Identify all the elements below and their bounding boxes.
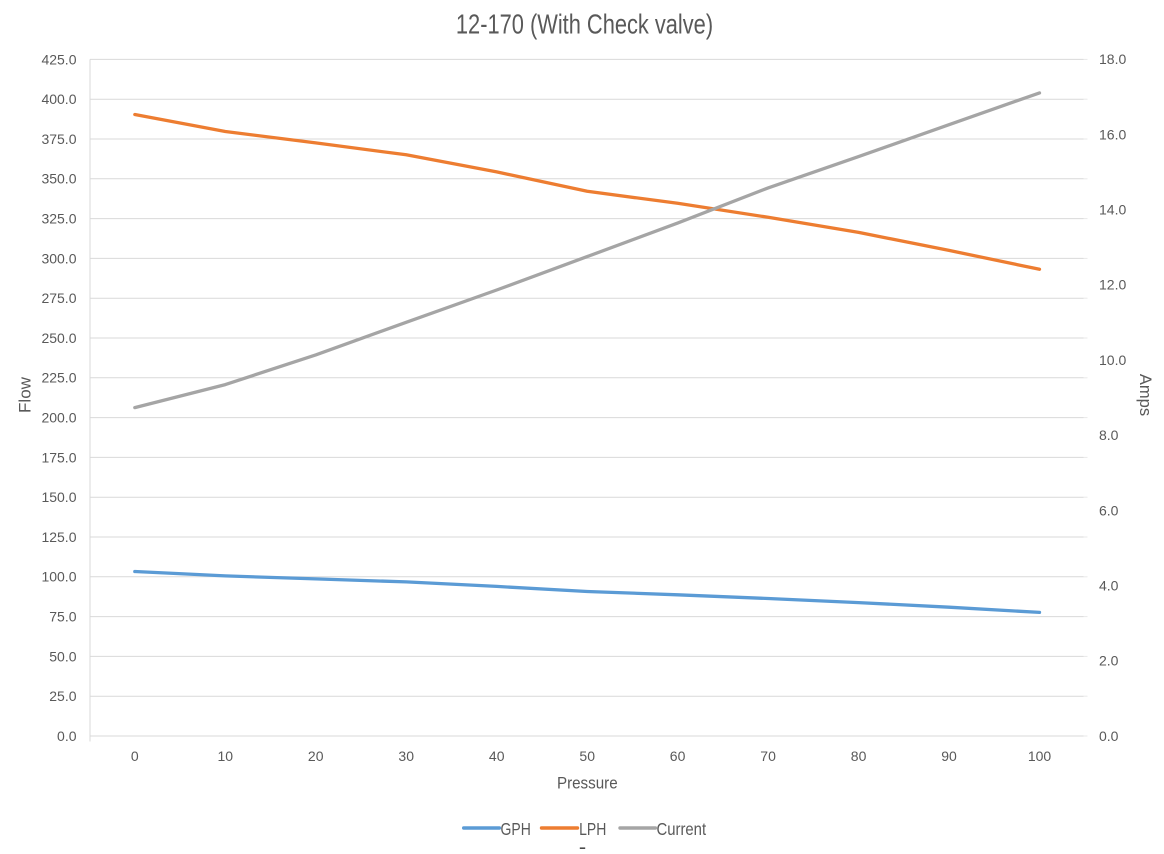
svg-text:10.0: 10.0 — [1099, 352, 1126, 368]
svg-text:0.0: 0.0 — [57, 728, 77, 744]
svg-text:16.0: 16.0 — [1099, 126, 1126, 142]
svg-text:18.0: 18.0 — [1099, 51, 1126, 67]
svg-text:2.0: 2.0 — [1099, 653, 1119, 669]
svg-text:40: 40 — [489, 748, 505, 764]
svg-text:0: 0 — [131, 748, 139, 764]
svg-text:8.0: 8.0 — [1099, 427, 1119, 443]
svg-text:250.0: 250.0 — [41, 330, 76, 346]
svg-text:12.0: 12.0 — [1099, 277, 1126, 293]
svg-text:325.0: 325.0 — [41, 211, 76, 227]
svg-text:6.0: 6.0 — [1099, 502, 1119, 518]
svg-text:100.0: 100.0 — [41, 569, 76, 585]
svg-text:14.0: 14.0 — [1099, 202, 1126, 218]
svg-text:350.0: 350.0 — [41, 171, 76, 187]
svg-text:125.0: 125.0 — [41, 529, 76, 545]
svg-text:50: 50 — [579, 748, 595, 764]
svg-text:30: 30 — [398, 748, 414, 764]
svg-text:0.0: 0.0 — [1099, 728, 1119, 744]
svg-text:70: 70 — [760, 748, 776, 764]
svg-text:200.0: 200.0 — [41, 410, 76, 426]
svg-text:Amps: Amps — [1136, 374, 1154, 416]
svg-text:LPH: LPH — [579, 821, 606, 840]
svg-text:Current: Current — [657, 820, 707, 839]
svg-text:375.0: 375.0 — [41, 131, 76, 147]
svg-text:50.0: 50.0 — [49, 648, 76, 664]
svg-text:4.0: 4.0 — [1099, 578, 1119, 594]
svg-text:425.0: 425.0 — [41, 51, 76, 67]
svg-text:10: 10 — [218, 748, 234, 764]
svg-text:275.0: 275.0 — [41, 290, 76, 306]
svg-text:60: 60 — [670, 748, 686, 764]
svg-text:150.0: 150.0 — [41, 489, 76, 505]
svg-text:400.0: 400.0 — [41, 91, 76, 107]
svg-text:GPH: GPH — [501, 821, 531, 840]
svg-text:25.0: 25.0 — [49, 688, 76, 704]
svg-text:80: 80 — [851, 748, 867, 764]
svg-text:Pressure: Pressure — [557, 775, 618, 793]
svg-text:225.0: 225.0 — [41, 370, 76, 386]
svg-text:75.0: 75.0 — [49, 609, 76, 625]
svg-text:12-170 (With Check valve): 12-170 (With Check valve) — [456, 9, 713, 40]
svg-text:Flow: Flow — [16, 376, 35, 413]
svg-text:20: 20 — [308, 748, 324, 764]
svg-text:300.0: 300.0 — [41, 250, 76, 266]
svg-text:100: 100 — [1028, 748, 1052, 764]
svg-text:90: 90 — [941, 748, 957, 764]
svg-text:175.0: 175.0 — [41, 449, 76, 465]
